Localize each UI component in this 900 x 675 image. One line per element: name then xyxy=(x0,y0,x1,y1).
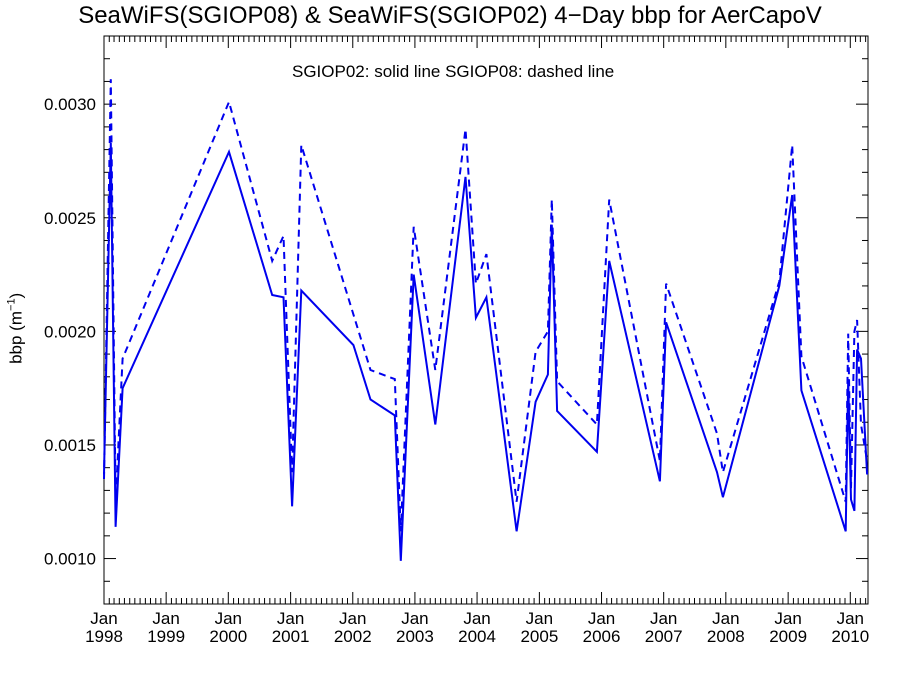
x-tick-label-month: Jan xyxy=(712,609,739,628)
x-tick-label-month: Jan xyxy=(339,609,366,628)
x-tick-label-year: 2002 xyxy=(334,627,372,646)
x-tick-label-month: Jan xyxy=(215,609,242,628)
x-tick-label-year: 2010 xyxy=(831,627,869,646)
x-tick-label-month: Jan xyxy=(774,609,801,628)
y-tick-label: 0.0020 xyxy=(44,322,96,341)
x-tick-label-year: 2005 xyxy=(520,627,558,646)
x-tick-label-year: 2009 xyxy=(769,627,807,646)
plot-frame xyxy=(103,35,869,605)
y-tick-label: 0.0025 xyxy=(44,209,96,228)
x-tick-label-year: 1998 xyxy=(85,627,123,646)
x-tick-label-month: Jan xyxy=(588,609,615,628)
x-tick-label-month: Jan xyxy=(837,609,864,628)
x-tick-label-year: 2001 xyxy=(272,627,310,646)
y-tick-label: 0.0015 xyxy=(44,436,96,455)
y-tick-label: 0.0010 xyxy=(44,550,96,569)
x-tick-label-year: 1999 xyxy=(147,627,185,646)
x-tick-label-year: 2000 xyxy=(209,627,247,646)
x-tick-label-year: 2003 xyxy=(396,627,434,646)
x-tick-label-month: Jan xyxy=(277,609,304,628)
x-tick-label-month: Jan xyxy=(401,609,428,628)
series-line-sgiop02 xyxy=(103,142,869,561)
x-tick-label-month: Jan xyxy=(650,609,677,628)
x-tick-label-year: 2006 xyxy=(583,627,621,646)
x-tick-label-year: 2007 xyxy=(645,627,683,646)
x-tick-label-month: Jan xyxy=(463,609,490,628)
x-tick-label-month: Jan xyxy=(90,609,117,628)
x-tick-label-year: 2004 xyxy=(458,627,496,646)
x-tick-label-year: 2008 xyxy=(707,627,745,646)
line-style-note: SGIOP02: solid line SGIOP08: dashed line xyxy=(292,62,615,81)
y-tick-label: 0.0030 xyxy=(44,95,96,114)
chart-title: SeaWiFS(SGIOP08) & SeaWiFS(SGIOP02) 4−Da… xyxy=(78,2,822,29)
x-tick-label-month: Jan xyxy=(526,609,553,628)
series-line-sgiop08 xyxy=(103,79,869,532)
x-tick-label-month: Jan xyxy=(152,609,179,628)
